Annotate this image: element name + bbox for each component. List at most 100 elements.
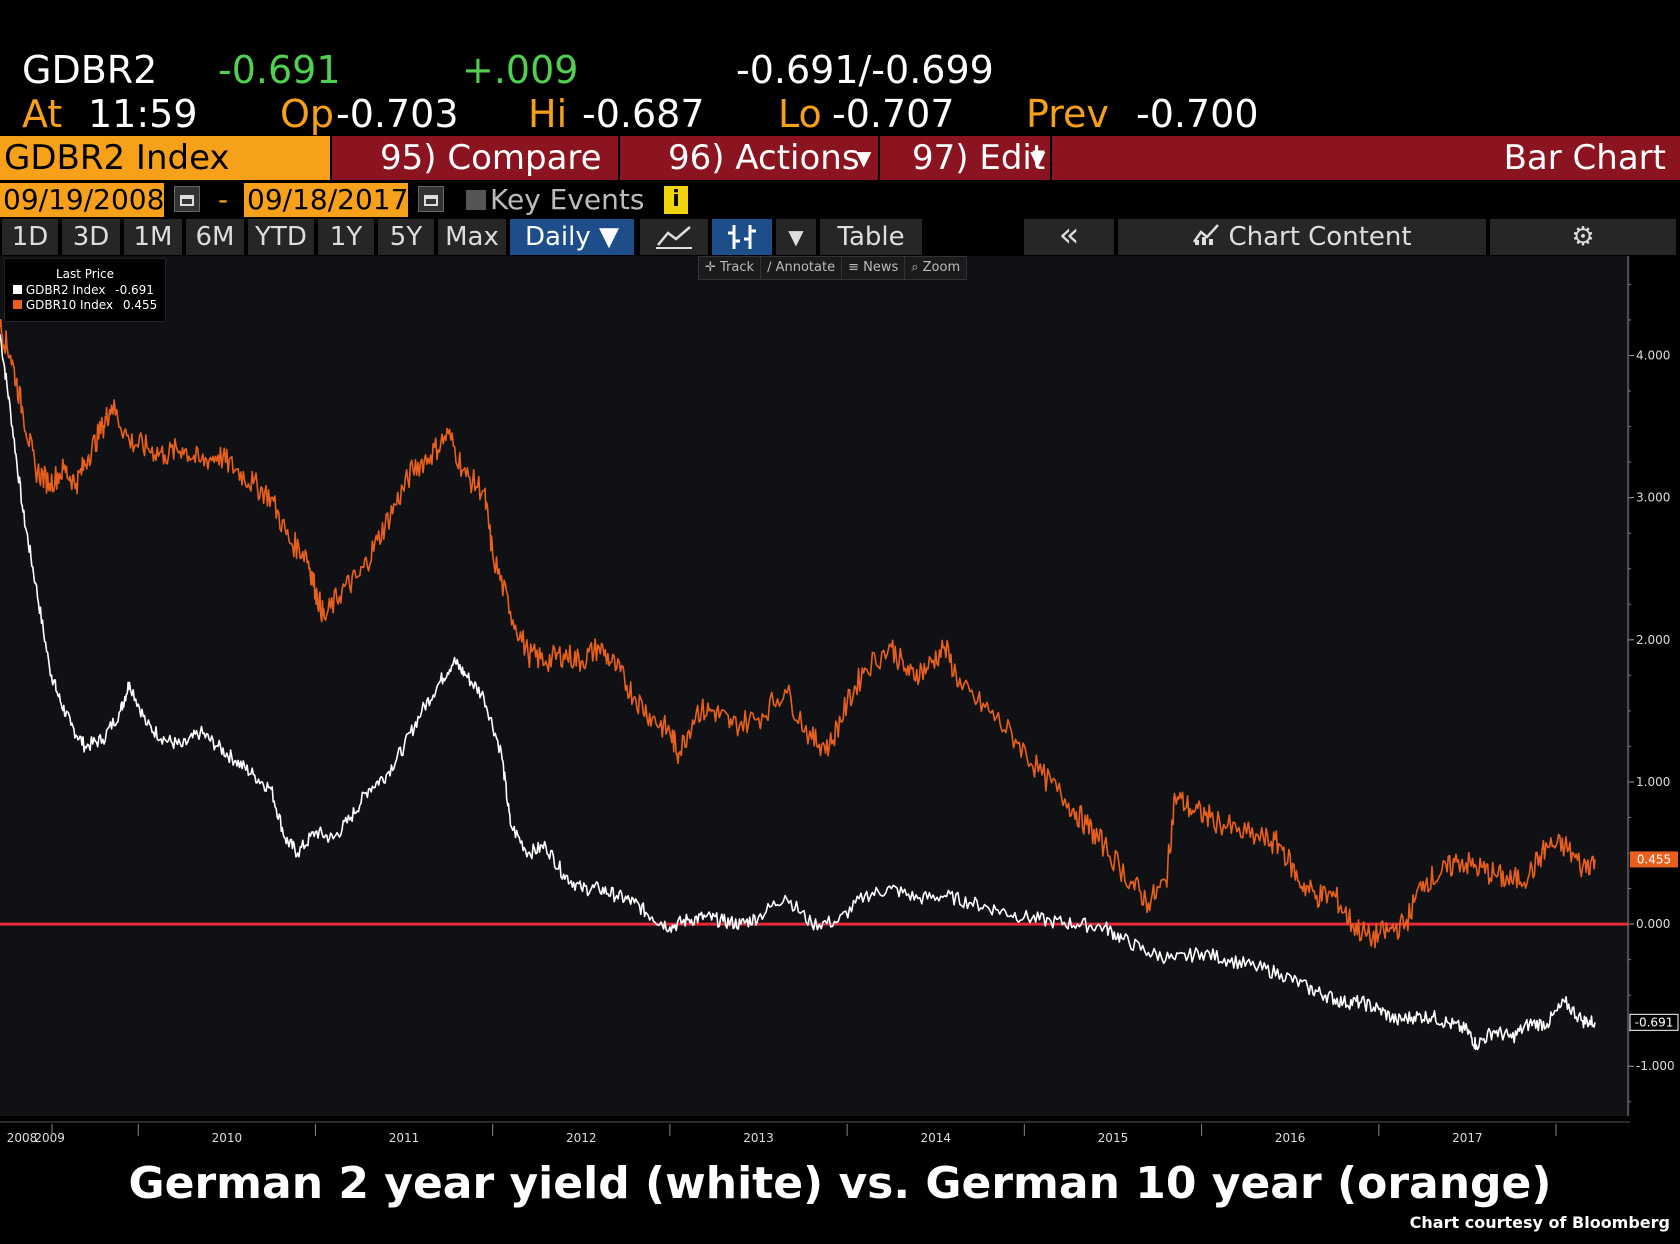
edit-button[interactable]: 97) Edit [912,138,1046,178]
x-tick-label: 2017 [1452,1131,1483,1145]
annotate-tool-label: Annotate [775,260,836,275]
last-value-labels: -0.691 0.455 [1629,851,1679,1031]
track-tool-label: Track [720,260,755,275]
x-tick-label: 2016 [1275,1131,1306,1145]
period-1d[interactable]: 1D [2,219,58,255]
last-value-label: 0.455 [1637,852,1671,866]
legend-header: Last Price [55,267,115,281]
chart-svg[interactable]: 4.000 3.000 2.000 1.000 0.000 -1.000 20082009… [0,256,1680,1194]
date-dash: - [218,183,229,216]
last-value-label: -0.691 [1635,1015,1674,1029]
chart-area: 4.000 3.000 2.000 1.000 0.000 -1.000 2008 2009… [0,256,1680,1194]
y-axis: 4.000 3.000 2.000 1.000 0.000 -1.000 [1627,256,1675,1116]
period-5y[interactable]: 5Y [378,219,434,255]
x-tick-label: 2009 [34,1131,65,1145]
start-date-field[interactable]: 09/19/2008 [0,183,164,217]
x-tick-label: 2011 [389,1131,420,1145]
start-calendar-icon[interactable] [174,186,200,212]
period-1m[interactable]: 1M [124,219,182,255]
bar-chart-icon[interactable] [712,219,772,255]
x-tick-label: 2010 [212,1131,243,1145]
collapse-icon[interactable]: « [1024,218,1114,255]
frequency-dropdown[interactable]: Daily ▼ [510,219,634,255]
last-value-tag [1629,1013,1679,1031]
annotate-tool[interactable]: ∕ Annotate [761,257,843,279]
quote-high-label: Hi [528,92,568,136]
chart-tools-strip: ✛ Track ∕ Annotate ≡ News ⌕ Zoom [698,256,968,280]
period-3d[interactable]: 3D [62,219,120,255]
quote-low: -0.707 [832,92,955,136]
news-tool-label: News [863,260,899,275]
legend-item-name: GDBR10 Index [25,298,114,312]
last-value-tag [1630,851,1678,868]
y-tick-label: 0.000 [1636,917,1670,931]
quote-prev-label: Prev [1026,92,1109,136]
chart-content-label: Chart Content [1228,222,1412,252]
quote-last: -0.691 [218,48,341,92]
legend-item-gdbr10: GDBR10 Index 0.455 [13,298,165,312]
y-tick-label: 1.000 [1636,775,1670,789]
x-tick-label: 2013 [743,1131,774,1145]
x-tick-label: 2015 [1098,1131,1129,1145]
period-ytd[interactable]: YTD [248,219,314,255]
legend-item-value: 0.455 [122,298,158,312]
actions-dropdown-icon[interactable]: ▼ [856,146,872,170]
chart-content-button[interactable]: Chart Content [1118,219,1486,255]
compare-button[interactable]: 95) Compare [380,138,602,178]
quote-low-label: Lo [778,92,822,136]
gear-icon[interactable]: ⚙ [1490,219,1676,255]
y-tick-label: 4.000 [1636,349,1670,363]
quote-open-label: Op [280,92,335,136]
chart-credit: Chart courtesy of Bloomberg [1409,1213,1670,1232]
chart-title: German 2 year yield (white) vs. German 1… [128,1158,1552,1209]
legend-swatch-white [13,285,22,294]
legend-swatch-orange [13,300,22,309]
legend-item-name: GDBR2 Index [25,283,106,297]
period-max[interactable]: Max [438,219,506,255]
quote-header: GDBR2 -0.691 +.009 -0.691/-0.699 At 11:5… [0,0,1680,136]
series-group [0,319,1596,1051]
quote-at-label: At [22,92,63,136]
track-tool[interactable]: ✛ Track [699,257,762,279]
y-tick-label: 3.000 [1636,491,1670,505]
table-button[interactable]: Table [820,219,922,255]
legend-item-gdbr2: GDBR2 Index -0.691 [13,283,165,297]
series-line-gdbr10 [0,319,1596,949]
period-1y[interactable]: 1Y [318,219,374,255]
zoom-tool-label: Zoom [922,260,961,275]
line-chart-icon[interactable] [640,219,708,255]
legend: Last Price GDBR2 Index -0.691 GDBR10 Ind… [4,258,166,322]
chart-type-label[interactable]: Bar Chart [1503,138,1666,178]
edit-dropdown-icon[interactable]: ▼ [1030,146,1046,170]
key-events-label: Key Events [490,183,645,216]
quote-bid-ask: -0.691/-0.699 [736,48,994,92]
key-events-checkbox[interactable] [466,190,486,210]
y-tick-label: -1.000 [1636,1059,1675,1073]
actions-button[interactable]: 96) Actions [668,138,860,178]
legend-item-value: -0.691 [115,283,154,297]
x-tick-label: 2008 [7,1131,38,1145]
zoom-tool[interactable]: ⌕ Zoom [911,260,961,275]
security-field[interactable]: GDBR2 Index [0,136,330,180]
quote-change: +.009 [462,48,579,92]
chart-content-icon [1192,220,1220,256]
y-tick-label: 2.000 [1636,633,1670,647]
menu-separator [1050,136,1052,180]
menu-separator [330,136,332,180]
quote-ticker: GDBR2 [22,48,158,92]
x-tick-label: 2014 [920,1131,951,1145]
info-icon[interactable]: i [664,186,688,214]
menu-separator [618,136,620,180]
x-tick-label: 2012 [566,1131,597,1145]
end-date-field[interactable]: 09/18/2017 [244,183,408,217]
quote-high: -0.687 [582,92,705,136]
quote-at-time: 11:59 [88,92,198,136]
chart-style-dropdown-icon[interactable]: ▼ [776,219,816,255]
menu-separator [878,136,880,180]
series-line-gdbr2 [0,334,1596,1051]
plot-background [0,256,1630,1116]
news-tool[interactable]: ≡ News [842,257,906,279]
end-calendar-icon[interactable] [418,186,444,212]
period-6m[interactable]: 6M [186,219,244,255]
